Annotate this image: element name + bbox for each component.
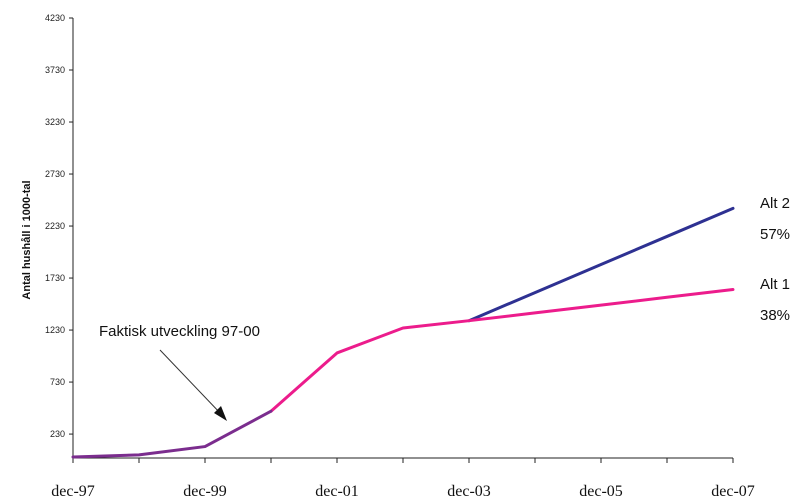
axes [72,18,733,459]
y-tick-label: 3230 [45,117,65,127]
y-tick-label: 1230 [45,325,65,335]
end-labels: Alt 2 57% Alt 1 38% [760,195,790,324]
y-tick-label: 230 [50,429,65,439]
y-tick-label: 2730 [45,169,65,179]
alt2-pct: 57% [760,226,790,243]
series-line-alt-1 [269,287,735,413]
alt1-pct: 38% [760,307,790,324]
annotation-arrowhead [214,406,227,421]
x-ticks: dec-97 dec-99 dec-01 dec-03 dec-05 dec-07 [51,458,755,497]
x-tick-label: dec-01 [315,483,359,497]
x-tick-label: dec-07 [711,483,755,497]
annotation-arrow [159,349,223,416]
series-lines [71,206,735,459]
x-tick-label: dec-03 [447,483,491,497]
alt2-name: Alt 2 [760,195,790,212]
y-tick-label: 1730 [45,273,65,283]
x-tick-label: dec-99 [183,483,227,497]
series-line-faktisk-utveckling-97-00 [71,409,273,459]
y-axis-label: Antal hushåll i 1000-tal [21,180,33,299]
series-line-alt-2 [467,206,735,323]
y-tick-label: 2230 [45,221,65,231]
x-tick-label: dec-05 [579,483,623,497]
y-tick-label: 3730 [45,65,65,75]
x-tick-label: dec-97 [51,483,95,497]
annotation-text: Faktisk utveckling 97-00 [99,323,260,340]
y-tick-label: 730 [50,377,65,387]
alt1-name: Alt 1 [760,276,790,293]
y-ticks: 230 730 1230 1730 2230 2730 3230 3730 4230 [45,13,73,439]
y-tick-label: 4230 [45,13,65,23]
annotation: Faktisk utveckling 97-00 [99,323,260,421]
